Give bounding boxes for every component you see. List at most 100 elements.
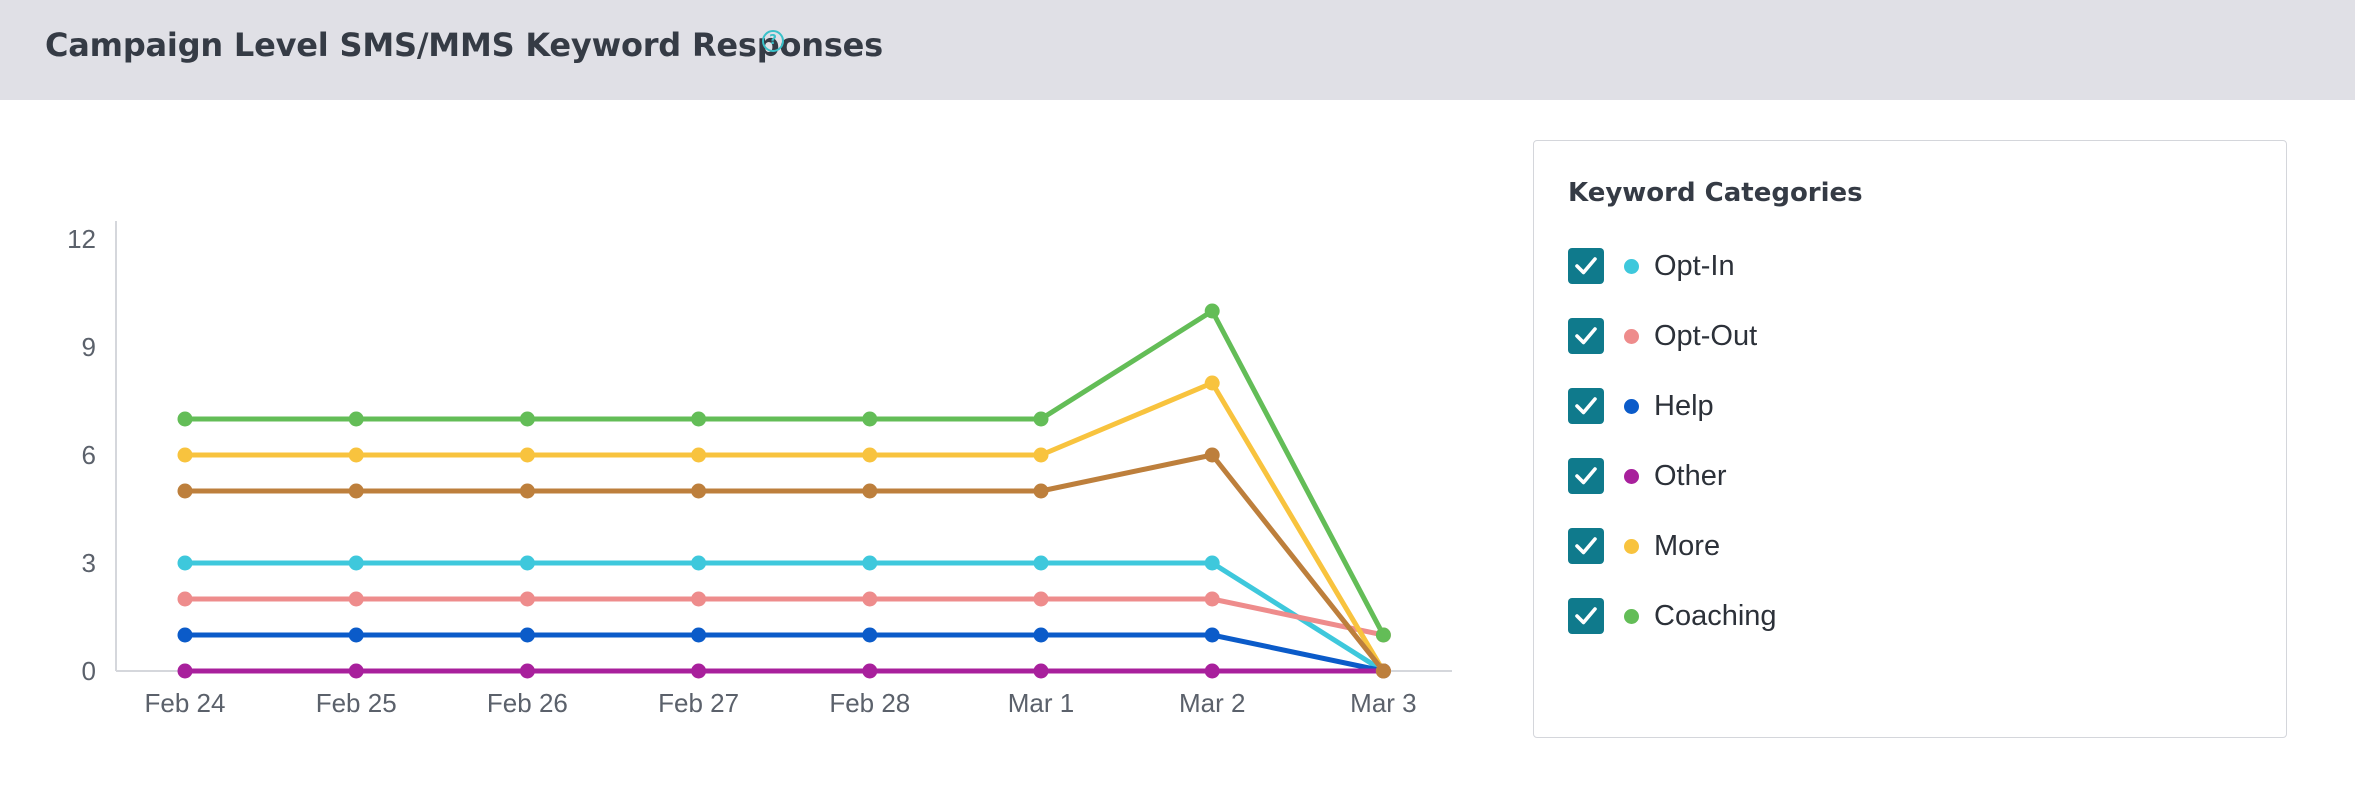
- checkmark-icon: [1575, 607, 1597, 625]
- data-point: [1375, 663, 1391, 679]
- data-point: [1204, 627, 1220, 643]
- series-line: [182, 632, 1386, 674]
- data-point: [177, 627, 193, 643]
- data-point: [519, 483, 535, 499]
- checkmark-icon: [1575, 397, 1597, 415]
- data-point: [691, 627, 707, 643]
- data-point: [177, 483, 193, 499]
- legend-item[interactable]: Coaching: [1568, 598, 2068, 636]
- legend-checkbox[interactable]: [1568, 528, 1604, 564]
- data-point: [348, 411, 364, 427]
- data-point: [691, 663, 707, 679]
- data-point: [1204, 663, 1220, 679]
- legend-label: Coaching: [1654, 600, 1777, 632]
- checkmark-icon: [1575, 467, 1597, 485]
- data-point: [1033, 411, 1049, 427]
- legend-label: More: [1654, 530, 1721, 562]
- series-line: [182, 308, 1386, 638]
- data-point: [519, 627, 535, 643]
- legend-checkbox[interactable]: [1568, 318, 1604, 354]
- data-point: [177, 447, 193, 463]
- data-point: [691, 411, 707, 427]
- legend-color-dot: [1624, 469, 1639, 484]
- data-point: [1375, 627, 1391, 643]
- data-point: [862, 555, 878, 571]
- x-tick-label: Mar 1: [1008, 688, 1074, 718]
- legend-checkbox[interactable]: [1568, 388, 1604, 424]
- data-point: [691, 555, 707, 571]
- x-tick-label: Feb 27: [658, 688, 739, 718]
- legend-checkbox[interactable]: [1568, 248, 1604, 284]
- legend-item[interactable]: Opt-In: [1568, 248, 2068, 286]
- data-point: [1033, 627, 1049, 643]
- legend-label: Help: [1654, 390, 1714, 422]
- y-tick-label: 9: [82, 332, 96, 362]
- data-point: [348, 555, 364, 571]
- data-point: [862, 411, 878, 427]
- question-circle-icon[interactable]: ?: [762, 30, 784, 52]
- legend-label: Opt-Out: [1654, 320, 1758, 352]
- x-tick-label: Feb 28: [829, 688, 910, 718]
- x-tick-label: Feb 26: [487, 688, 568, 718]
- legend-item[interactable]: More: [1568, 528, 2068, 566]
- legend-item[interactable]: Other: [1568, 458, 2068, 496]
- x-tick-label: Feb 24: [145, 688, 226, 718]
- legend-checkbox[interactable]: [1568, 458, 1604, 494]
- data-point: [177, 555, 193, 571]
- legend-item[interactable]: Opt-Out: [1568, 318, 2068, 356]
- series-line: [182, 380, 1386, 674]
- data-point: [862, 591, 878, 607]
- data-point: [348, 483, 364, 499]
- data-point: [177, 663, 193, 679]
- checkmark-icon: [1575, 257, 1597, 275]
- data-point: [862, 483, 878, 499]
- page-header: Campaign Level SMS/MMS Keyword Responses…: [0, 0, 2355, 100]
- data-point: [348, 627, 364, 643]
- data-point: [519, 447, 535, 463]
- x-tick-label: Mar 2: [1179, 688, 1245, 718]
- checkmark-icon: [1575, 537, 1597, 555]
- legend-label: Opt-In: [1654, 250, 1735, 282]
- data-point: [1033, 663, 1049, 679]
- data-point: [1204, 555, 1220, 571]
- legend-color-dot: [1624, 539, 1639, 554]
- data-point: [519, 591, 535, 607]
- x-tick-label: Mar 3: [1350, 688, 1416, 718]
- data-point: [691, 483, 707, 499]
- data-point: [348, 447, 364, 463]
- checkmark-icon: [1575, 327, 1597, 345]
- data-point: [1033, 591, 1049, 607]
- data-point: [862, 663, 878, 679]
- data-point: [1033, 555, 1049, 571]
- line-chart: 0 3 6 9 12 Feb 24 Feb 25 Feb 26 Feb 27 Feb 28 Mar …: [0, 100, 1500, 787]
- data-point: [1204, 591, 1220, 607]
- data-point: [691, 447, 707, 463]
- legend-color-dot: [1624, 329, 1639, 344]
- chart-canvas: 0 3 6 9 12 Feb 24 Feb 25 Feb 26 Feb 27 Feb 28 Mar …: [67, 221, 1452, 718]
- data-point: [348, 663, 364, 679]
- data-point: [862, 447, 878, 463]
- data-point: [1033, 447, 1049, 463]
- data-point: [519, 555, 535, 571]
- y-tick-label: 0: [82, 656, 96, 686]
- data-point: [519, 411, 535, 427]
- data-point: [519, 663, 535, 679]
- legend-label: Other: [1654, 460, 1727, 492]
- y-tick-label: 12: [67, 224, 96, 254]
- data-point: [177, 591, 193, 607]
- legend-color-dot: [1624, 399, 1639, 414]
- x-tick-label: Feb 25: [316, 688, 397, 718]
- legend-item[interactable]: Help: [1568, 388, 2068, 426]
- data-point: [1204, 375, 1220, 391]
- y-tick-label: 6: [82, 440, 96, 470]
- legend-panel: Keyword Categories Opt-In Opt-Out Help Othe…: [1533, 140, 2287, 738]
- data-point: [1204, 447, 1220, 463]
- series-line: [182, 596, 1386, 638]
- data-point: [691, 591, 707, 607]
- data-point: [862, 627, 878, 643]
- y-tick-label: 3: [82, 548, 96, 578]
- legend-color-dot: [1624, 609, 1639, 624]
- legend-checkbox[interactable]: [1568, 598, 1604, 634]
- series-line: [182, 452, 1386, 674]
- data-point: [348, 591, 364, 607]
